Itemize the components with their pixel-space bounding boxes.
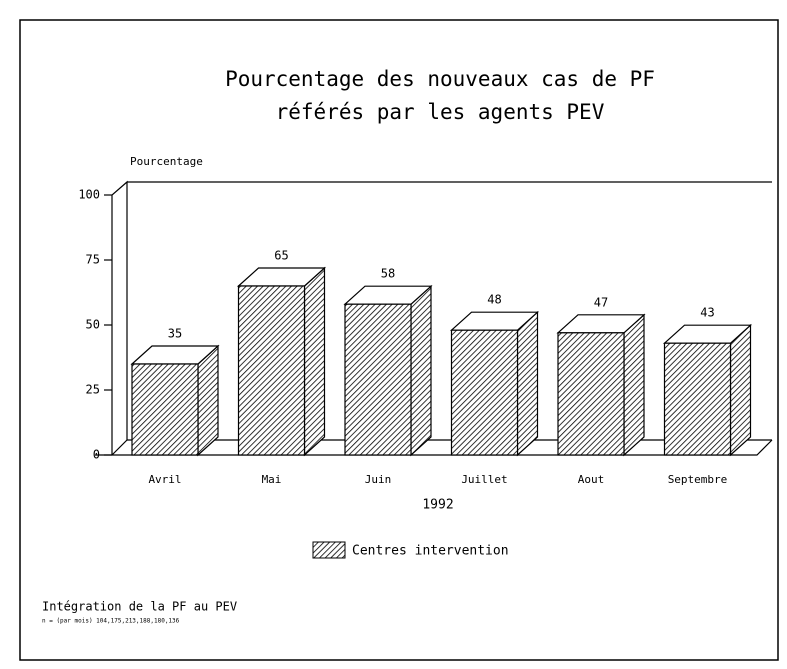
value-label: 47 xyxy=(594,295,608,309)
bar xyxy=(557,332,625,456)
bar xyxy=(344,303,412,456)
x-tick-label: Avril xyxy=(148,473,181,486)
y-tick-label: 75 xyxy=(86,253,100,267)
bar xyxy=(131,363,199,456)
legend-swatch xyxy=(312,541,346,559)
frame xyxy=(19,19,779,661)
bar-side xyxy=(197,344,219,457)
x-tick-label: Juin xyxy=(365,473,392,486)
value-label: 43 xyxy=(700,306,714,320)
bar-side xyxy=(623,313,645,457)
x-tick-label: Aout xyxy=(578,473,605,486)
back-wall xyxy=(111,180,128,455)
y-axis-label: Pourcentage xyxy=(130,155,203,168)
legend-label: Centres intervention xyxy=(352,544,509,559)
y-tick-label: 100 xyxy=(78,188,100,202)
bar-side xyxy=(516,310,539,457)
bar xyxy=(663,342,732,456)
y-tick-label: 50 xyxy=(86,318,100,332)
footnote: n = (par mois) 104,175,213,188,180,136 xyxy=(42,618,180,625)
bar-side xyxy=(410,284,432,457)
value-label: 58 xyxy=(381,267,395,281)
bar-side xyxy=(729,323,752,457)
value-label: 48 xyxy=(487,293,501,307)
bar xyxy=(450,329,519,456)
x-tick-label: Mai xyxy=(262,473,282,486)
x-axis-label: 1992 xyxy=(422,498,453,513)
value-label: 35 xyxy=(168,327,182,341)
floor-corner xyxy=(111,439,128,456)
chart-title: référés par les agents PEV xyxy=(276,100,605,124)
bar xyxy=(237,285,306,456)
floor-front xyxy=(95,439,773,456)
x-tick-label: Septembre xyxy=(668,473,728,486)
y-tick-label: 0 xyxy=(93,448,100,462)
bar-side xyxy=(303,266,326,457)
value-label: 65 xyxy=(274,249,288,263)
y-tick-label: 25 xyxy=(86,383,100,397)
x-tick-label: Juillet xyxy=(461,473,507,486)
footnote: Intégration de la PF au PEV xyxy=(42,600,237,614)
chart-title: Pourcentage des nouveaux cas de PF xyxy=(225,67,655,91)
